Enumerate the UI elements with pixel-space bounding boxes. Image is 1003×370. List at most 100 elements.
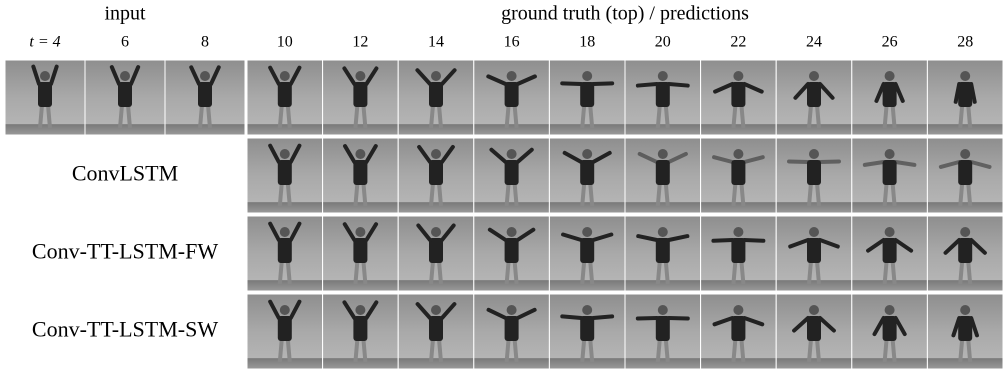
video-frame <box>247 294 323 369</box>
torso <box>278 160 292 185</box>
video-frame <box>701 138 777 213</box>
head <box>733 227 743 237</box>
leg <box>885 183 887 206</box>
leg <box>515 105 517 128</box>
leg <box>507 183 509 206</box>
head <box>809 71 819 81</box>
arm <box>638 84 657 86</box>
torso <box>198 82 212 107</box>
leg <box>809 261 811 284</box>
leg <box>431 261 433 284</box>
leg <box>809 105 811 128</box>
head <box>885 149 895 159</box>
leg <box>733 105 735 128</box>
video-frame <box>927 216 1003 291</box>
torso <box>580 160 594 185</box>
torso <box>656 82 670 107</box>
torso <box>38 82 52 107</box>
head <box>960 227 970 237</box>
leg <box>355 339 357 362</box>
row-label: Conv-TT-LSTM-SW <box>32 317 218 342</box>
leg <box>582 339 584 362</box>
leg <box>507 105 509 128</box>
torso <box>353 160 367 185</box>
head <box>355 305 365 315</box>
leg <box>960 339 962 362</box>
leg <box>658 339 660 362</box>
head <box>960 305 970 315</box>
leg <box>741 105 743 128</box>
leg <box>885 339 887 362</box>
leg <box>355 183 357 206</box>
head <box>733 71 743 81</box>
leg <box>355 261 357 284</box>
leg <box>48 105 50 128</box>
torso <box>883 160 897 185</box>
head <box>507 71 517 81</box>
head <box>120 71 130 81</box>
leg <box>741 183 743 206</box>
head <box>355 71 365 81</box>
torso <box>656 316 670 341</box>
leg <box>280 261 282 284</box>
head <box>658 305 668 315</box>
leg <box>666 183 668 206</box>
video-frame <box>549 294 625 369</box>
video-frame <box>927 60 1003 135</box>
row-label: Conv-TT-LSTM-FW <box>32 239 218 264</box>
video-frame <box>398 216 474 291</box>
leg <box>590 183 592 206</box>
video-frame <box>927 294 1003 369</box>
leg <box>960 261 962 284</box>
leg <box>431 339 433 362</box>
torso <box>429 238 443 263</box>
torso <box>958 238 972 263</box>
leg <box>280 183 282 206</box>
head <box>280 227 290 237</box>
torso <box>731 316 745 341</box>
leg <box>515 339 517 362</box>
video-frame <box>247 216 323 291</box>
leg <box>582 105 584 128</box>
torso <box>731 160 745 185</box>
head <box>582 149 592 159</box>
leg <box>666 261 668 284</box>
head <box>431 227 441 237</box>
leg <box>40 105 42 128</box>
column-label: 18 <box>579 34 595 51</box>
video-frame <box>625 138 701 213</box>
torso <box>807 160 821 185</box>
torso <box>278 316 292 341</box>
video-frame <box>474 216 550 291</box>
column-label: 20 <box>655 34 671 51</box>
leg <box>893 183 895 206</box>
predictions-header: ground truth (top) / predictions <box>501 3 749 25</box>
video-frame <box>398 294 474 369</box>
leg <box>128 105 130 128</box>
leg <box>817 261 819 284</box>
row-label: ConvLSTM <box>72 161 178 186</box>
column-label: 10 <box>277 34 293 51</box>
leg <box>439 105 441 128</box>
video-frame <box>85 60 165 135</box>
leg <box>817 183 819 206</box>
torso <box>429 160 443 185</box>
leg <box>590 105 592 128</box>
leg <box>355 105 357 128</box>
torso <box>731 82 745 107</box>
video-frame <box>549 138 625 213</box>
torso <box>118 82 132 107</box>
leg <box>288 339 290 362</box>
head <box>280 71 290 81</box>
video-frame <box>852 216 928 291</box>
leg <box>960 105 962 128</box>
leg <box>968 183 970 206</box>
torso <box>656 160 670 185</box>
head <box>960 71 970 81</box>
column-label: t = 4 <box>29 34 60 51</box>
column-label: 26 <box>882 34 898 51</box>
video-frame <box>323 294 399 369</box>
leg <box>515 183 517 206</box>
leg <box>582 261 584 284</box>
head <box>431 305 441 315</box>
